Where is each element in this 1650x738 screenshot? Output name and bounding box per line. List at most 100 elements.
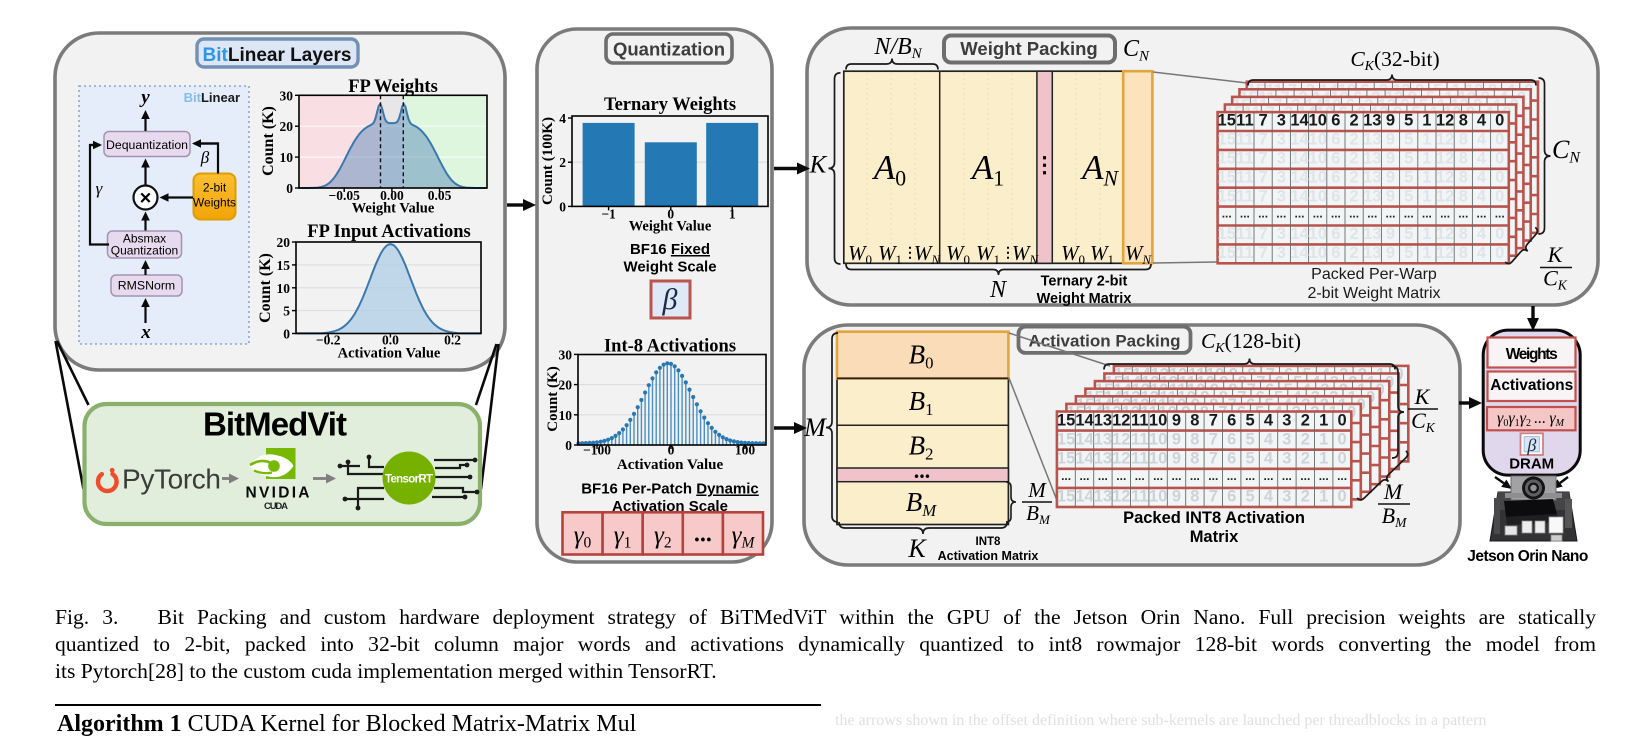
svg-text:γ0γ1γ2 ... γM: γ0γ1γ2 ... γM [1497,410,1565,429]
svg-text:RMSNorm: RMSNorm [118,279,175,293]
svg-text:Quantization: Quantization [111,244,178,258]
svg-text:...: ... [1319,469,1329,483]
svg-text:11: 11 [1131,488,1148,506]
svg-text:14: 14 [1290,244,1309,262]
svg-text:10: 10 [1149,450,1167,468]
svg-text:...: ... [1171,469,1181,483]
svg-text:15: 15 [277,258,291,273]
svg-text:...: ... [1337,469,1347,483]
svg-text:BM: BM [1382,503,1407,530]
svg-text:Activation Value: Activation Value [617,457,724,473]
svg-text:...: ... [1331,207,1341,221]
svg-text:12: 12 [1436,168,1454,186]
svg-text:...: ... [1495,207,1505,221]
svg-text:Weight Value: Weight Value [629,219,712,235]
svg-text:4: 4 [1264,488,1274,506]
svg-text:M: M [803,413,827,442]
svg-text:Weight Value: Weight Value [352,201,435,217]
svg-text:...: ... [1282,469,1292,483]
svg-text:−1: −1 [601,206,616,221]
svg-text:1: 1 [1319,411,1328,429]
svg-text:11: 11 [1131,411,1148,429]
svg-text:2: 2 [1350,131,1359,149]
svg-text:1: 1 [1319,488,1328,506]
svg-text:4: 4 [1477,244,1487,262]
svg-text:12: 12 [1436,150,1454,168]
svg-text:...: ... [1227,469,1237,483]
svg-text:12: 12 [1436,187,1454,205]
svg-text:Ternary 2-bit: Ternary 2-bit [1041,274,1128,290]
svg-text:K: K [1547,242,1564,267]
svg-text:5: 5 [1404,150,1413,168]
svg-text:12: 12 [1112,450,1130,468]
svg-text:...: ... [1476,207,1486,221]
svg-text:2: 2 [1301,450,1310,468]
svg-text:0: 0 [1495,168,1504,186]
svg-text:8: 8 [1459,150,1468,168]
svg-text:CK(32-bit): CK(32-bit) [1350,47,1439,74]
svg-text:4: 4 [1264,450,1274,468]
svg-text:9: 9 [1386,112,1395,130]
svg-text:2: 2 [1350,225,1359,243]
svg-text:3: 3 [1277,112,1286,130]
svg-text:K: K [907,534,927,563]
svg-text:...: ... [1367,207,1377,221]
svg-text:4: 4 [1477,168,1487,186]
svg-text:...: ... [1422,207,1432,221]
svg-text:13: 13 [1363,225,1381,243]
svg-text:10: 10 [277,281,291,296]
svg-text:x: x [140,322,151,343]
svg-text:15: 15 [1218,131,1236,149]
svg-text:⋮: ⋮ [1001,246,1015,261]
svg-text:5: 5 [1404,225,1413,243]
svg-text:...: ... [1440,207,1450,221]
svg-text:×: × [140,188,152,210]
svg-text:β: β [1526,435,1536,455]
svg-text:7: 7 [1209,430,1218,448]
svg-text:...: ... [1061,469,1071,483]
svg-text:2: 2 [1350,150,1359,168]
svg-text:9: 9 [1172,488,1181,506]
svg-text:10: 10 [1149,488,1167,506]
svg-text:14: 14 [1075,488,1094,506]
svg-text:Weights: Weights [1506,346,1558,363]
svg-text:0.05: 0.05 [428,188,452,203]
svg-text:DRAM: DRAM [1509,456,1554,473]
svg-text:6: 6 [1227,430,1236,448]
svg-text:13: 13 [1363,187,1381,205]
svg-text:5: 5 [1404,112,1413,130]
svg-text:7: 7 [1259,150,1268,168]
svg-text:FP Input Activations: FP Input Activations [307,222,470,242]
svg-text:15: 15 [1218,168,1236,186]
svg-text:INT8: INT8 [976,536,1002,548]
svg-text:0: 0 [283,327,290,342]
svg-text:9: 9 [1386,131,1395,149]
svg-text:9: 9 [1386,150,1395,168]
svg-text:4: 4 [1477,225,1487,243]
svg-text:β: β [662,283,678,316]
svg-text:20: 20 [277,235,291,250]
svg-text:5: 5 [1246,411,1255,429]
svg-text:5: 5 [1404,168,1413,186]
svg-text:Activation Matrix: Activation Matrix [938,549,1039,563]
svg-text:⋮: ⋮ [1034,152,1056,177]
svg-text:1: 1 [1422,112,1431,130]
svg-text:...: ... [1116,469,1126,483]
svg-text:12: 12 [1112,430,1130,448]
svg-text:0: 0 [565,438,572,453]
svg-text:13: 13 [1363,150,1381,168]
svg-text:4: 4 [1264,430,1274,448]
svg-text:8: 8 [1459,112,1468,130]
svg-text:...: ... [1276,207,1286,221]
svg-text:0.00: 0.00 [380,188,404,203]
svg-text:2-bit: 2-bit [203,181,227,195]
svg-text:6: 6 [1331,150,1340,168]
svg-text:Ternary Weights: Ternary Weights [604,95,736,115]
svg-text:6: 6 [1331,225,1340,243]
svg-text:8: 8 [1190,450,1199,468]
svg-text:Packed Per-Warp: Packed Per-Warp [1311,266,1437,283]
svg-text:6: 6 [1227,450,1236,468]
svg-text:N: N [989,277,1008,303]
svg-text:...: ... [1458,207,1468,221]
svg-text:M: M [1383,479,1404,504]
